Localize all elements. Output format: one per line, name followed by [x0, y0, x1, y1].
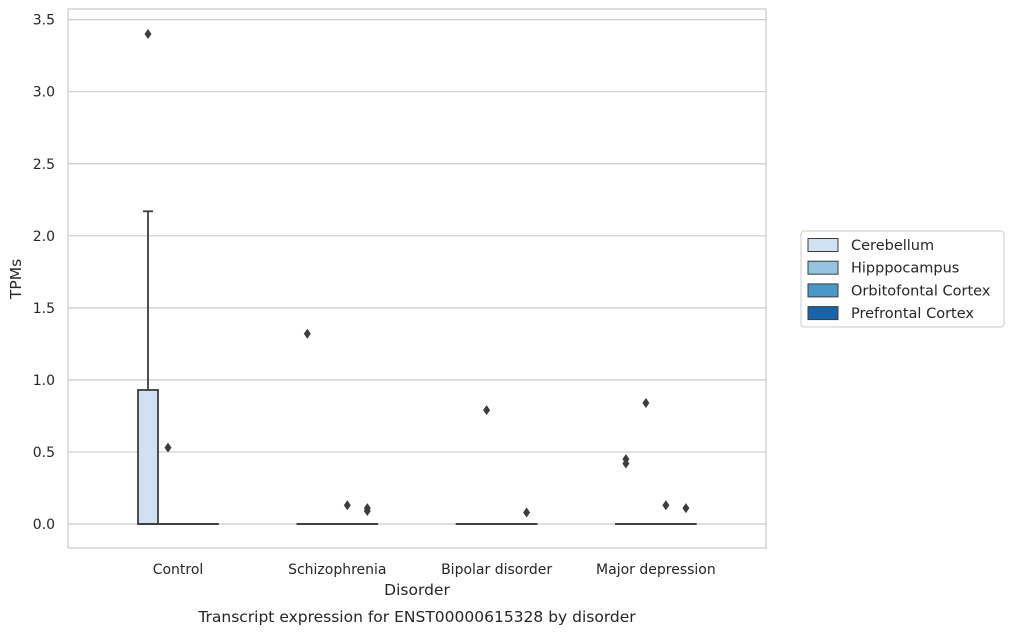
x-axis-label: Disorder [384, 581, 450, 599]
outlier-point [363, 506, 371, 517]
boxes [137, 210, 697, 525]
box-cerebellum [137, 210, 159, 525]
legend-label: Cerebellum [851, 238, 934, 254]
outlier-point [523, 507, 531, 518]
outlier-point [164, 442, 172, 453]
legend-swatch [807, 283, 839, 298]
outlier-point [622, 458, 630, 469]
outlier-point [662, 500, 670, 511]
y-tick-label: 1.5 [33, 301, 55, 317]
outlier-point [144, 29, 152, 40]
y-tick-label: 0.5 [33, 445, 55, 461]
legend-label: Hipppocampus [851, 261, 959, 277]
y-tick-label: 0.0 [33, 517, 55, 533]
legend-frame [800, 230, 1005, 328]
outlier-point [642, 397, 650, 408]
legend-label: Prefrontal Cortex [851, 306, 974, 322]
legend-swatch [807, 260, 839, 275]
legend-item[interactable]: Hipppocampus [807, 260, 959, 277]
x-tick-label: Control [153, 562, 204, 578]
x-tick-label: Major depression [596, 562, 716, 578]
legend-item[interactable]: Orbitofontal Cortex [807, 283, 991, 299]
outlier-point [343, 500, 351, 511]
legend-label: Orbitofontal Cortex [851, 283, 991, 299]
legend-swatch [807, 238, 839, 252]
legend-item[interactable]: Prefrontal Cortex [807, 306, 974, 322]
x-tick-label: Bipolar disorder [441, 562, 552, 578]
plot-area-frame [67, 8, 767, 549]
outlier-point [682, 503, 690, 514]
y-axis-label: TPMs [7, 259, 25, 300]
outlier-point [303, 328, 311, 339]
grid-lines [68, 19, 766, 525]
x-tick-label: Schizophrenia [288, 562, 386, 578]
outlier-point [483, 405, 491, 416]
y-tick-label: 2.5 [33, 157, 55, 173]
chart-caption: Transcript expression for ENST0000061532… [197, 608, 636, 626]
y-tick-label: 3.0 [33, 85, 55, 101]
outliers [144, 29, 690, 518]
y-tick-label: 1.0 [33, 373, 55, 389]
x-axis-ticks: Control Schizophrenia Bipolar disorder Majo… [153, 562, 716, 578]
legend-item[interactable]: Cerebellum [807, 238, 934, 254]
legend-swatch [807, 306, 839, 321]
legend[interactable]: Cerebellum Hipppocampus Orbitofontal Corte… [800, 230, 1005, 328]
y-tick-label: 3.5 [33, 13, 55, 29]
box-body [137, 389, 159, 525]
y-axis-ticks: 0.0 0.5 1.0 1.5 2.0 2.5 3.0 3.5 [33, 13, 55, 533]
y-tick-label: 2.0 [33, 229, 55, 245]
